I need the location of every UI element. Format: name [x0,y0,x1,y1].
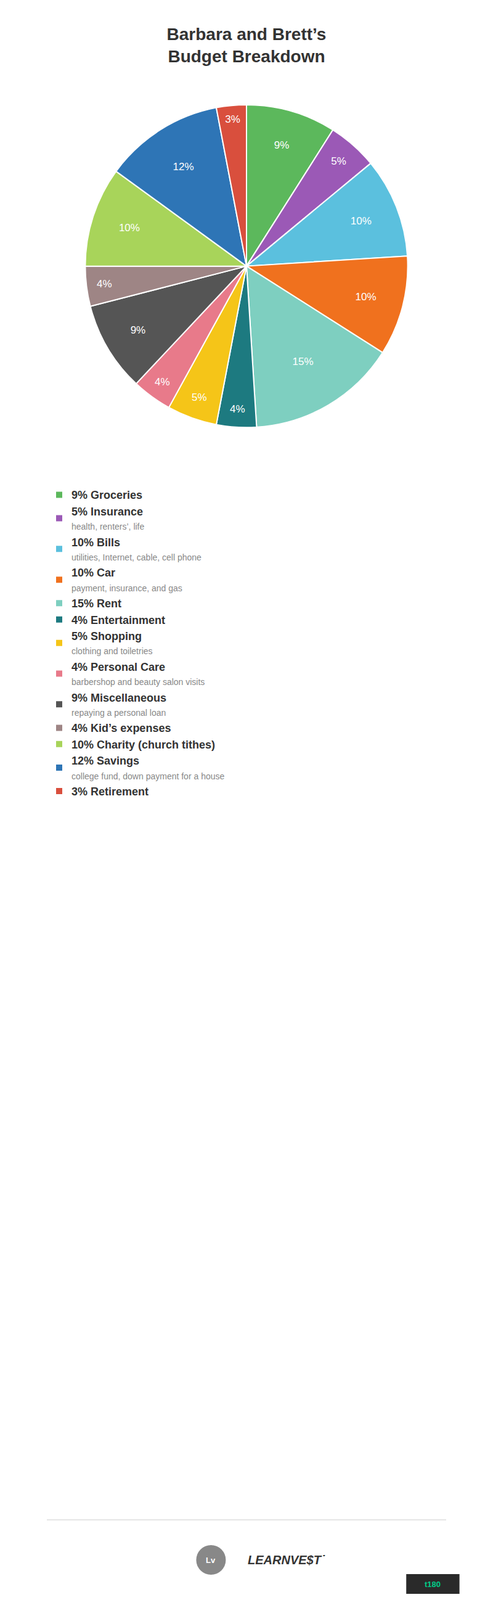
svg-text:5%: 5% [330,155,347,168]
svg-text:4%: 4% [96,277,113,290]
svg-text:9%: 9% [130,324,147,336]
svg-text:4% Entertainment: 4% Entertainment [71,613,166,627]
svg-text:4%: 4% [229,403,246,415]
svg-text:12% Savingscollege fund, down: 12% Savingscollege fund, down payment fo… [71,754,225,781]
svg-text:10% Billsutilities, Internet,: 10% Billsutilities, Internet, cable, cel… [71,536,202,563]
svg-text:15% Rent: 15% Rent [71,597,122,610]
svg-text:5%: 5% [191,391,208,404]
svg-text:LEARNVE$T˙: LEARNVE$T˙ [247,1552,326,1566]
svg-text:4% Kid’s expenses: 4% Kid’s expenses [71,721,171,734]
svg-text:15%: 15% [292,355,314,368]
svg-text:3% Retirement: 3% Retirement [71,785,149,798]
svg-text:10% Carpayment, insurance, and: 10% Carpayment, insurance, and gas [71,566,183,593]
svg-text:4% Personal Carebarbershop and: 4% Personal Carebarbershop and beauty sa… [71,660,205,687]
svg-text:9%: 9% [274,139,290,151]
svg-text:5% Insurancehealth, renters’,: 5% Insurancehealth, renters’, life [71,505,145,532]
svg-text:3%: 3% [224,113,241,126]
svg-text:Barbara and Brett’sBudget Brea: Barbara and Brett’sBudget Breakdown [167,24,327,66]
svg-text:10%: 10% [118,221,140,234]
svg-text:10%: 10% [350,215,372,227]
svg-text:t180: t180 [424,1578,441,1589]
svg-text:10%: 10% [355,290,377,303]
svg-text:9% Groceries: 9% Groceries [71,488,143,502]
svg-text:Lv: Lv [205,1554,216,1565]
svg-text:9% Miscellaneousrepaying a per: 9% Miscellaneousrepaying a personal loan [71,691,167,718]
svg-text:10% Charity (church tithes): 10% Charity (church tithes) [71,738,216,751]
svg-text:5% Shoppingclothing and toilet: 5% Shoppingclothing and toiletries [71,629,153,656]
svg-text:12%: 12% [173,160,195,173]
svg-text:4%: 4% [154,375,171,388]
